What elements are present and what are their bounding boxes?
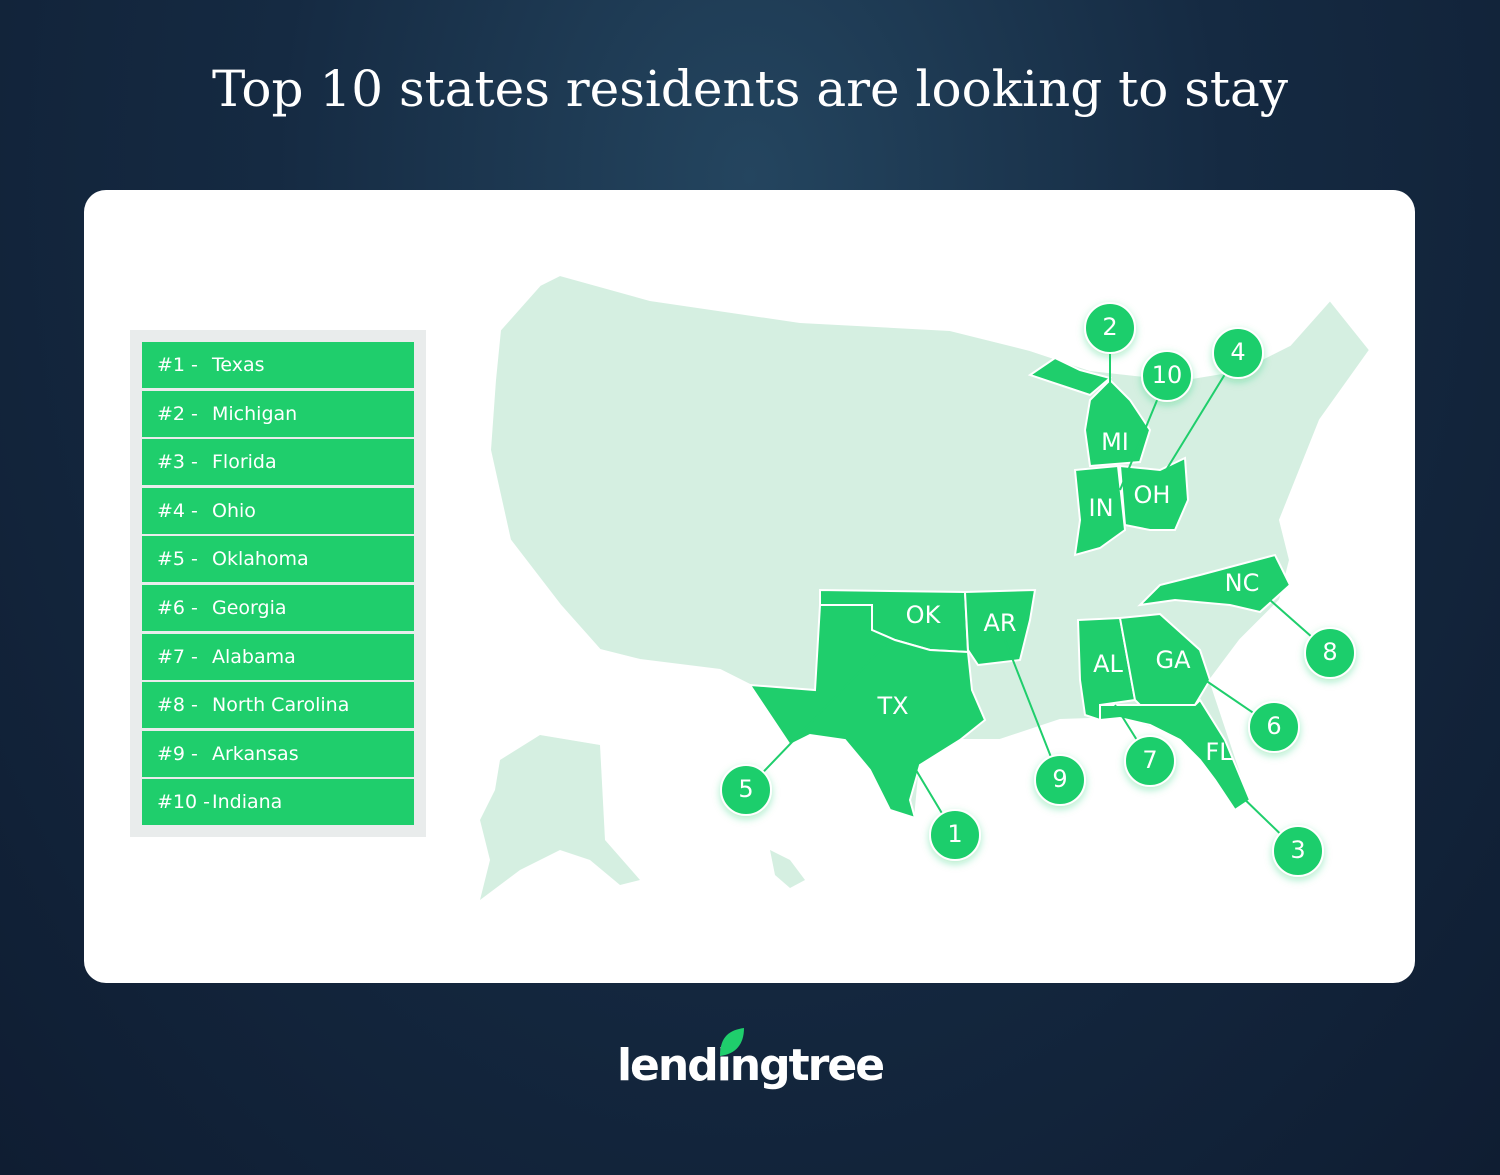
marker bbox=[720, 764, 772, 816]
ranking-state: Florida bbox=[212, 451, 277, 474]
marker bbox=[1141, 350, 1193, 402]
state-label: AL bbox=[1093, 650, 1123, 678]
ranking-row: #8 - North Carolina bbox=[142, 682, 414, 729]
ranking-state: Michigan bbox=[212, 402, 298, 425]
ranking-rank: #4 - bbox=[157, 499, 198, 522]
marker-number: 8 bbox=[1322, 638, 1337, 666]
marker-number: 7 bbox=[1142, 746, 1157, 774]
state-label: OK bbox=[906, 601, 942, 629]
ranking-row: #7 - Alabama bbox=[142, 633, 414, 680]
marker bbox=[1124, 735, 1176, 787]
ranking-state: Georgia bbox=[212, 596, 287, 619]
ranking-state: Ohio bbox=[212, 499, 256, 522]
marker bbox=[1034, 754, 1086, 806]
leader-line bbox=[745, 639, 891, 791]
ranking-rank: #3 - bbox=[157, 451, 198, 474]
hawaii bbox=[770, 850, 805, 888]
state-shape bbox=[1118, 456, 1190, 531]
alaska bbox=[480, 735, 640, 900]
state-label: FL bbox=[1205, 738, 1233, 766]
ranking-rank: #7 - bbox=[157, 645, 198, 668]
state-label: AR bbox=[983, 609, 1016, 637]
state-shape bbox=[1099, 698, 1252, 812]
ranking-row: #3 - Florida bbox=[142, 439, 414, 486]
state-label: IN bbox=[1088, 494, 1113, 522]
marker-number: 3 bbox=[1290, 836, 1305, 864]
brand-name: lendingtree bbox=[616, 1040, 885, 1091]
ranking-rank: #10 - bbox=[157, 791, 210, 814]
ranking-rank: #8 - bbox=[157, 694, 198, 717]
marker-number: 5 bbox=[738, 775, 753, 803]
marker-number: 2 bbox=[1102, 313, 1117, 341]
ranking-state: Texas bbox=[212, 354, 265, 376]
ranking-rank: #2 - bbox=[157, 402, 198, 425]
ranking-row: #6 - Georgia bbox=[142, 584, 414, 631]
ranking-state: North Carolina bbox=[212, 694, 350, 717]
marker-number: 10 bbox=[1152, 361, 1183, 389]
marker bbox=[1272, 825, 1324, 877]
marker-number: 1 bbox=[947, 820, 962, 848]
state-shape bbox=[963, 588, 1037, 667]
marker-number: 9 bbox=[1052, 765, 1067, 793]
ranking-row: #5 - Oklahoma bbox=[142, 536, 414, 583]
ranking-state: Oklahoma bbox=[212, 548, 309, 571]
ranking-list: #1 - Texas #2 - Michigan #3 - Florida #4 - Ohio… bbox=[130, 330, 426, 838]
ranking-row: #2 - Michigan bbox=[142, 390, 414, 437]
ranking-rank: #9 - bbox=[157, 742, 198, 765]
ranking-state: Alabama bbox=[212, 645, 296, 668]
state-label: TX bbox=[876, 692, 908, 720]
ranking-row: #4 - Ohio bbox=[142, 487, 414, 534]
ranking-rank: #5 - bbox=[157, 548, 198, 571]
state-shape bbox=[1137, 553, 1292, 614]
title: Top 10 states residents are looking to s… bbox=[211, 60, 1289, 118]
ranking-rank: #1 - bbox=[157, 354, 198, 376]
state-shape bbox=[1118, 612, 1212, 706]
state-shape bbox=[748, 604, 987, 820]
ranking-state: Arkansas bbox=[212, 742, 299, 765]
ranking-rank: #6 - bbox=[157, 596, 198, 619]
marker bbox=[1248, 701, 1300, 753]
state-label: NC bbox=[1225, 569, 1260, 597]
marker bbox=[1084, 302, 1136, 354]
leaf-icon bbox=[720, 1028, 744, 1056]
state-label: OH bbox=[1134, 481, 1171, 509]
marker-number: 6 bbox=[1266, 712, 1281, 740]
highlighted-states bbox=[748, 356, 1292, 820]
brand-logo: lendingtree bbox=[0, 1028, 1500, 1091]
marker bbox=[1304, 627, 1356, 679]
state-shape bbox=[1073, 464, 1127, 557]
state-label: MI bbox=[1101, 428, 1129, 456]
marker bbox=[929, 809, 981, 861]
ranking-state: Indiana bbox=[212, 791, 283, 814]
ranking-row: #9 - Arkansas bbox=[142, 730, 414, 777]
marker-number: 4 bbox=[1230, 338, 1245, 366]
state-label: GA bbox=[1155, 646, 1191, 674]
ranking-row: #10 - Indiana bbox=[142, 779, 414, 826]
ranking-row: #1 - Texas bbox=[142, 342, 414, 388]
marker bbox=[1212, 327, 1264, 379]
state-shape bbox=[1083, 378, 1152, 468]
